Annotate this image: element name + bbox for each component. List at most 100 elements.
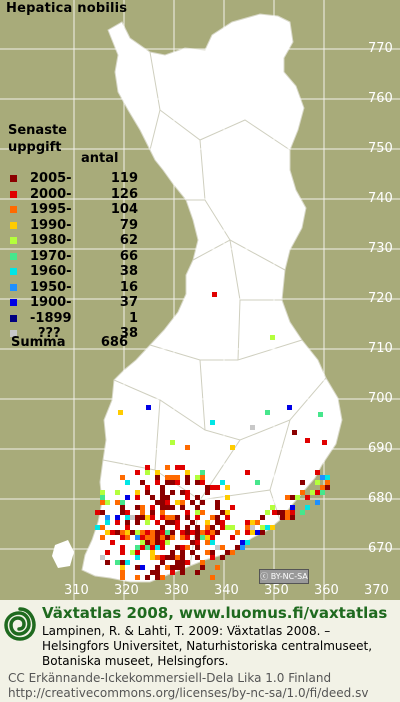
occurrence-square xyxy=(125,560,130,565)
occurrence-square xyxy=(135,495,140,500)
occurrence-square xyxy=(140,505,145,510)
occurrence-square xyxy=(200,560,205,565)
occurrence-square xyxy=(200,480,205,485)
occurrence-square xyxy=(160,560,165,565)
occurrence-square xyxy=(135,515,140,520)
occurrence-square xyxy=(230,445,235,450)
occurrence-square xyxy=(170,505,175,510)
occurrence-square xyxy=(280,515,285,520)
legend-count: 62 xyxy=(119,233,138,248)
x-tick-label: 370 xyxy=(364,583,389,598)
occurrence-square xyxy=(210,575,215,580)
occurrence-square xyxy=(150,515,155,520)
occurrence-square xyxy=(230,550,235,555)
occurrence-square xyxy=(115,515,120,520)
occurrence-square xyxy=(155,535,160,540)
occurrence-square xyxy=(135,520,140,525)
occurrence-square xyxy=(285,495,290,500)
occurrence-square xyxy=(155,545,160,550)
y-tick-label: 690 xyxy=(368,441,393,456)
occurrence-square xyxy=(125,530,130,535)
occurrence-square xyxy=(300,510,305,515)
occurrence-square xyxy=(270,525,275,530)
occurrence-square xyxy=(135,550,140,555)
legend-swatch xyxy=(10,206,17,213)
x-tick-label: 310 xyxy=(64,583,89,598)
occurrence-square xyxy=(230,535,235,540)
occurrence-square xyxy=(195,505,200,510)
occurrence-square xyxy=(260,515,265,520)
occurrence-square xyxy=(220,525,225,530)
occurrence-square xyxy=(165,535,170,540)
occurrence-square xyxy=(180,565,185,570)
occurrence-square xyxy=(190,520,195,525)
occurrence-square xyxy=(125,510,130,515)
occurrence-square xyxy=(210,525,215,530)
occurrence-square xyxy=(145,540,150,545)
occurrence-square xyxy=(245,525,250,530)
occurrence-square xyxy=(195,570,200,575)
occurrence-square xyxy=(105,515,110,520)
distribution-map xyxy=(0,0,400,600)
occurrence-square xyxy=(210,555,215,560)
footer-license[interactable]: CC Erkännande-Ickekommersiell-Dela Lika … xyxy=(8,671,369,700)
occurrence-square xyxy=(145,515,150,520)
occurrence-square xyxy=(240,540,245,545)
legend-label: 1970- xyxy=(30,248,72,264)
occurrence-square xyxy=(145,465,150,470)
occurrence-square xyxy=(195,515,200,520)
occurrence-square xyxy=(195,480,200,485)
cc-license-badge[interactable]: ⓒ BY-NC-SA xyxy=(259,569,309,584)
occurrence-square xyxy=(160,510,165,515)
occurrence-square xyxy=(270,505,275,510)
occurrence-square xyxy=(160,495,165,500)
occurrence-square xyxy=(220,520,225,525)
occurrence-square xyxy=(195,540,200,545)
occurrence-square xyxy=(170,490,175,495)
footer-site[interactable]: Växtatlas 2008, www.luomus.fi/vaxtatlas xyxy=(42,604,388,622)
occurrence-square xyxy=(160,490,165,495)
occurrence-square xyxy=(180,550,185,555)
occurrence-square xyxy=(145,545,150,550)
occurrence-square xyxy=(185,475,190,480)
y-tick-label: 750 xyxy=(368,141,393,156)
occurrence-square xyxy=(175,565,180,570)
occurrence-square xyxy=(165,475,170,480)
occurrence-square xyxy=(205,530,210,535)
occurrence-square xyxy=(215,485,220,490)
occurrence-square xyxy=(215,505,220,510)
occurrence-square xyxy=(160,500,165,505)
occurrence-square xyxy=(185,535,190,540)
occurrence-square xyxy=(180,555,185,560)
occurrence-square xyxy=(190,500,195,505)
occurrence-square xyxy=(210,550,215,555)
occurrence-square xyxy=(145,520,150,525)
legend-swatch xyxy=(10,252,17,260)
occurrence-square xyxy=(115,490,120,495)
occurrence-square xyxy=(305,495,310,500)
cc-badge-text: BY-NC-SA xyxy=(270,572,308,581)
y-tick-label: 680 xyxy=(368,491,393,506)
occurrence-square xyxy=(155,500,160,505)
legend-summa-label: Summa xyxy=(11,335,66,350)
occurrence-square xyxy=(175,555,180,560)
occurrence-square xyxy=(170,530,175,535)
occurrence-square xyxy=(325,475,330,480)
occurrence-square xyxy=(115,500,120,505)
occurrence-square xyxy=(145,485,150,490)
occurrence-square xyxy=(135,535,140,540)
occurrence-square xyxy=(135,545,140,550)
occurrence-square xyxy=(215,520,220,525)
occurrence-square xyxy=(195,495,200,500)
occurrence-square xyxy=(275,510,280,515)
occurrence-square xyxy=(100,510,105,515)
occurrence-square xyxy=(285,515,290,520)
occurrence-square xyxy=(255,520,260,525)
occurrence-square xyxy=(140,535,145,540)
occurrence-square xyxy=(135,505,140,510)
occurrence-square xyxy=(150,570,155,575)
occurrence-square xyxy=(170,480,175,485)
legend-swatch xyxy=(10,175,17,182)
occurrence-square xyxy=(245,520,250,525)
occurrence-square xyxy=(210,535,215,540)
